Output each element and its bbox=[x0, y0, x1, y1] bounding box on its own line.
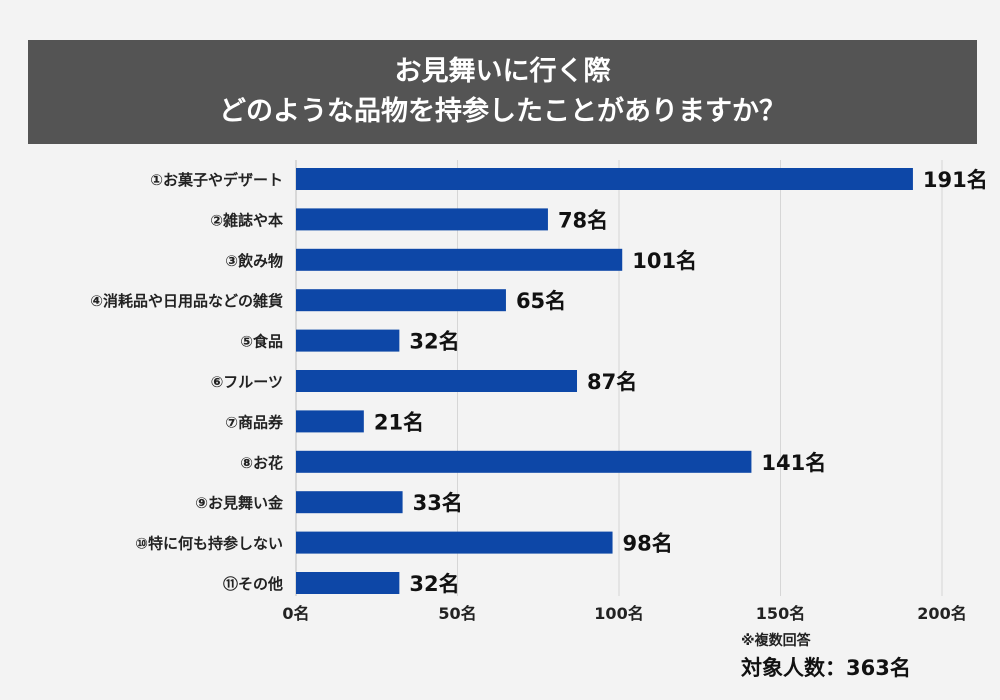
category-label: ②雑誌や本 bbox=[210, 211, 283, 229]
chart-title: お見舞いに行く際 どのような品物を持参したことがありますか？ bbox=[28, 40, 977, 144]
value-label: 32名 bbox=[409, 330, 459, 354]
multiple-answer-note: ※複数回答 bbox=[741, 633, 811, 649]
bar bbox=[296, 329, 400, 352]
category-label: ③飲み物 bbox=[225, 252, 283, 270]
x-tick-label: 100名 bbox=[594, 604, 643, 623]
bar bbox=[296, 572, 400, 594]
x-tick-label: 200名 bbox=[917, 604, 966, 623]
category-label: ⑦商品券 bbox=[225, 413, 284, 431]
bar bbox=[296, 370, 578, 392]
bar bbox=[296, 410, 364, 433]
bar bbox=[296, 531, 613, 554]
x-tick-label: 150名 bbox=[756, 604, 805, 623]
value-label: 141名 bbox=[761, 451, 826, 475]
x-tick-label: 0名 bbox=[282, 604, 309, 623]
bar bbox=[296, 491, 403, 514]
bar bbox=[296, 248, 623, 271]
value-label: 87名 bbox=[587, 370, 637, 394]
x-tick-label: 50名 bbox=[438, 604, 476, 623]
category-label: ⑧お花 bbox=[240, 454, 283, 472]
category-label: ④消耗品や日用品などの雑貨 bbox=[90, 292, 283, 310]
category-label: ⑤食品 bbox=[240, 333, 283, 351]
bar bbox=[296, 168, 913, 190]
category-label: ⑪その他 bbox=[223, 575, 283, 593]
value-label: 21名 bbox=[374, 410, 424, 434]
value-label: 191名 bbox=[923, 168, 988, 192]
bar bbox=[296, 289, 506, 312]
chart-title-line-2: どのような品物を持参したことがありますか？ bbox=[219, 96, 786, 127]
category-label: ⑥フルーツ bbox=[211, 373, 283, 391]
value-label: 78名 bbox=[558, 208, 608, 232]
category-label: ⑩特に何も持参しない bbox=[135, 535, 283, 553]
value-label: 33名 bbox=[413, 491, 463, 515]
respondent-total: 対象人数：363名 bbox=[741, 656, 911, 680]
value-label: 98名 bbox=[623, 532, 673, 556]
bar bbox=[296, 450, 752, 473]
chart-title-line-1: お見舞いに行く際 bbox=[394, 56, 611, 87]
bar bbox=[296, 208, 548, 231]
value-label: 65名 bbox=[516, 289, 566, 313]
category-label: ①お菓子やデザート bbox=[150, 171, 283, 189]
category-label: ⑨お見舞い金 bbox=[195, 494, 284, 512]
value-label: 32名 bbox=[409, 572, 459, 596]
value-label: 101名 bbox=[632, 249, 697, 273]
